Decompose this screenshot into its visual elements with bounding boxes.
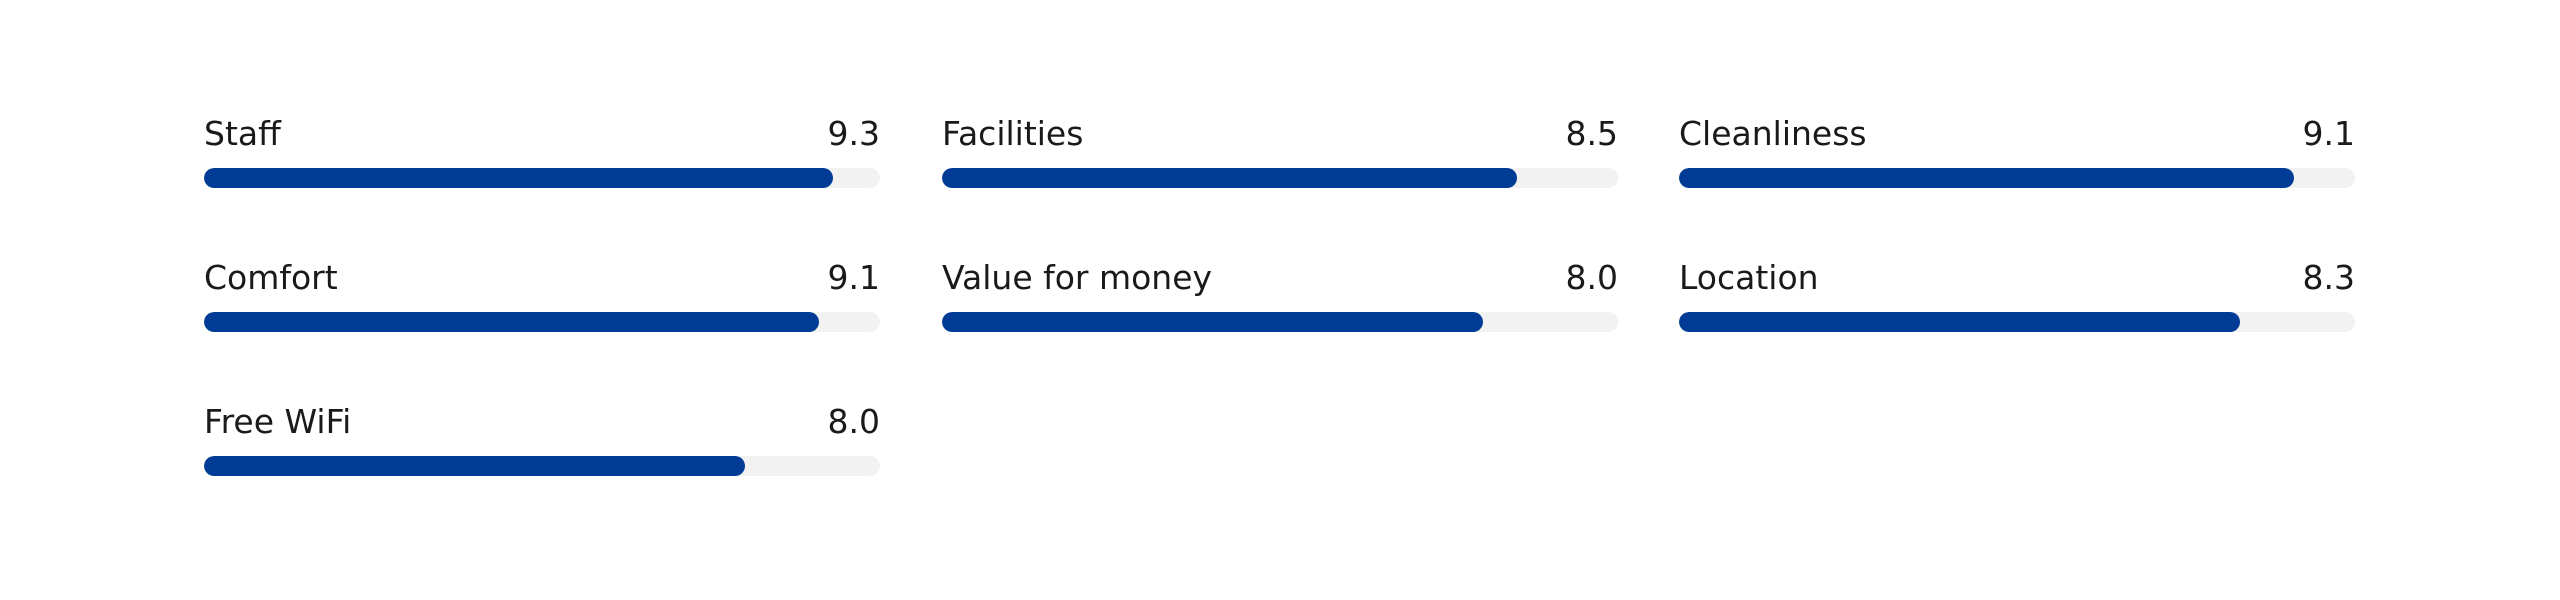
rating-track [204, 312, 880, 332]
rating-bar [204, 168, 833, 188]
rating-label: Facilities [942, 114, 1084, 153]
rating-bar [204, 312, 820, 332]
rating-label: Value for money [942, 258, 1213, 297]
rating-item: Comfort 9.1 [204, 256, 880, 336]
rating-track [1679, 312, 2355, 332]
rating-item: Staff 9.3 [204, 112, 880, 192]
rating-score: 8.0 [1565, 258, 1618, 297]
rating-track [204, 168, 880, 188]
rating-label: Location [1679, 258, 1819, 297]
rating-bar [204, 456, 745, 476]
rating-score: 9.1 [827, 258, 880, 297]
rating-label: Staff [204, 114, 281, 153]
rating-bar [1679, 312, 2241, 332]
rating-bar [942, 312, 1483, 332]
rating-item: Cleanliness 9.1 [1679, 112, 2355, 192]
rating-track [942, 312, 1618, 332]
rating-score: 8.0 [827, 402, 880, 441]
rating-bar [1679, 168, 2295, 188]
rating-label: Comfort [204, 258, 338, 297]
rating-track [1679, 168, 2355, 188]
rating-item: Free WiFi 8.0 [204, 400, 880, 480]
rating-score: 8.5 [1565, 114, 1618, 153]
rating-item: Facilities 8.5 [942, 112, 1618, 192]
rating-label: Free WiFi [204, 402, 352, 441]
rating-track [942, 168, 1618, 188]
rating-bar [942, 168, 1517, 188]
rating-score: 8.3 [2302, 258, 2355, 297]
rating-item: Location 8.3 [1679, 256, 2355, 336]
rating-label: Cleanliness [1679, 114, 1867, 153]
rating-item: Value for money 8.0 [942, 256, 1618, 336]
rating-track [204, 456, 880, 476]
rating-score: 9.3 [827, 114, 880, 153]
rating-score: 9.1 [2302, 114, 2355, 153]
